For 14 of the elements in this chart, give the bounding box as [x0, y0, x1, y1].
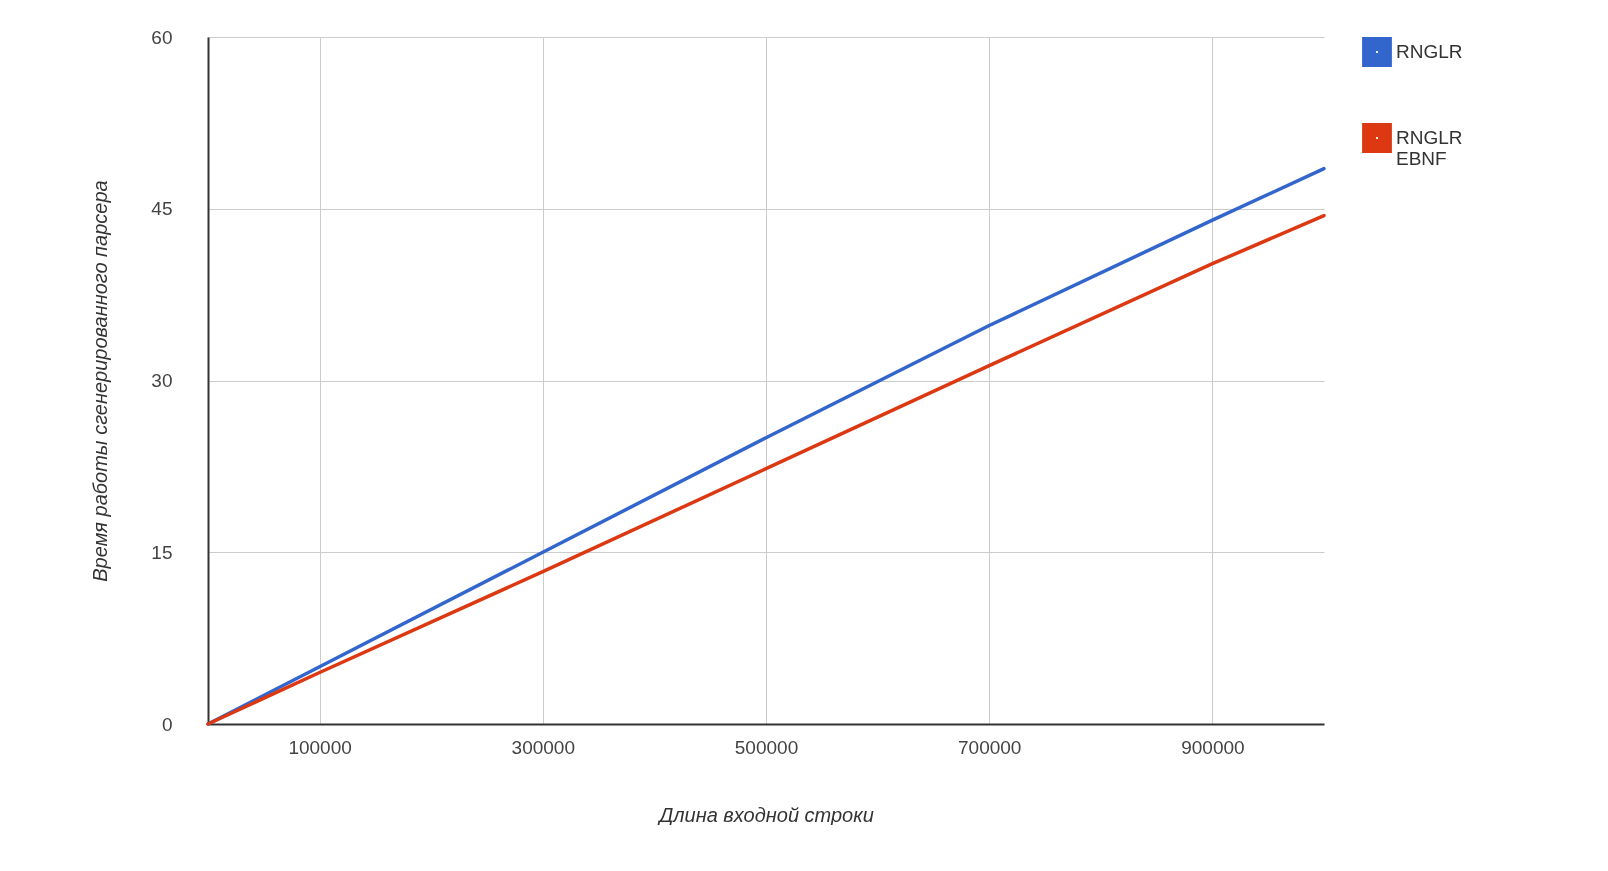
- y-tick-label: 45: [151, 198, 173, 220]
- y-tick-label: 30: [151, 370, 173, 391]
- x-tick-label: 100000: [288, 736, 352, 758]
- legend-label: RNGLR EBNF: [1396, 127, 1463, 169]
- y-tick-label: 0: [161, 713, 173, 735]
- legend-label: RNGLR: [1396, 41, 1463, 62]
- x-tick-label: 900000: [1181, 736, 1245, 758]
- y-tick-label: 15: [151, 541, 173, 563]
- y-tick-label: 60: [151, 26, 173, 48]
- x-tick-label: 300000: [511, 736, 575, 758]
- x-tick-label: 500000: [734, 736, 799, 758]
- y-axis-title: Время работы сгенерированного парсера: [89, 180, 112, 582]
- x-axis-title: Длина входной строки: [657, 803, 874, 826]
- x-tick-label: 700000: [958, 736, 1022, 758]
